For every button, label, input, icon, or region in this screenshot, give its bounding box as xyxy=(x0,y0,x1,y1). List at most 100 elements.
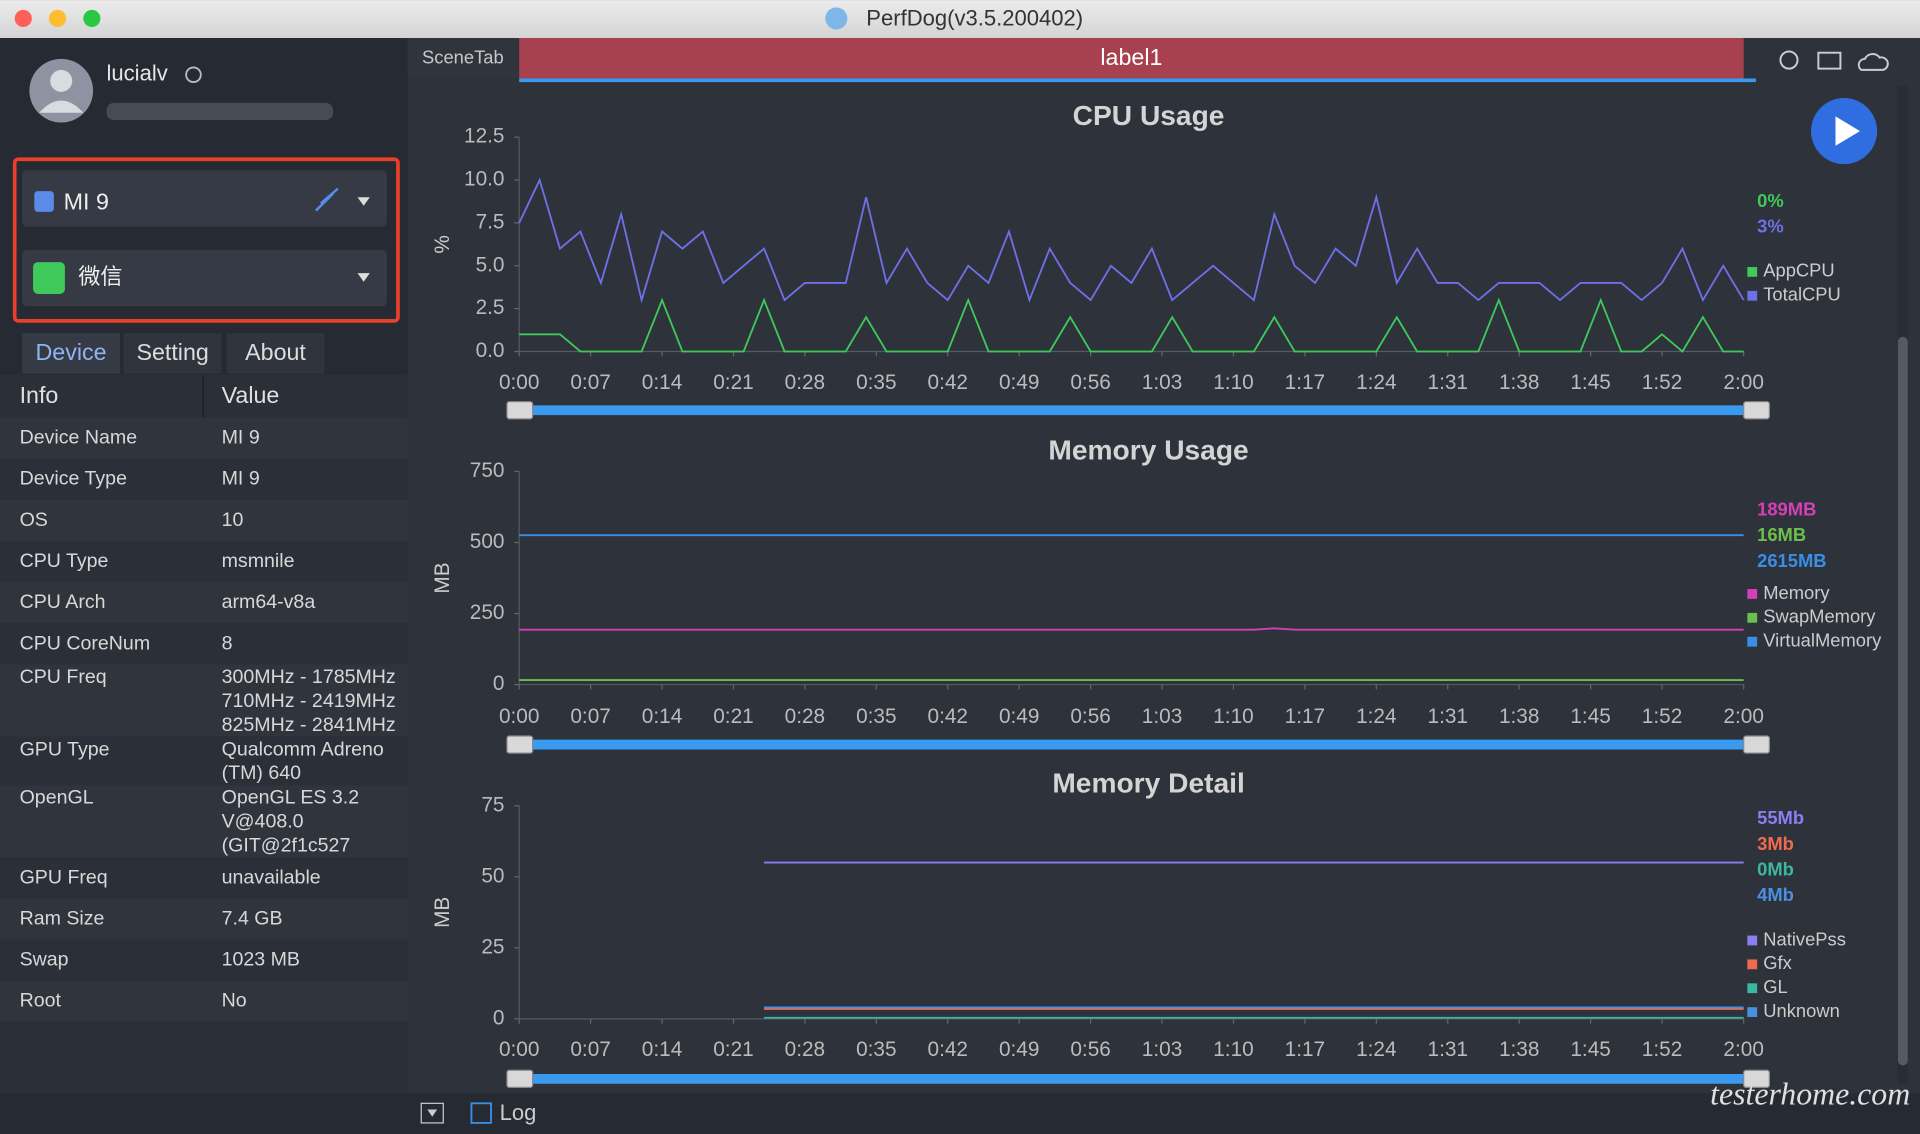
legend-swatch xyxy=(1747,983,1758,994)
row-value: V@408.0 xyxy=(222,811,304,833)
x-tick-label: 2:00 xyxy=(1723,371,1763,394)
x-tick-label: 1:24 xyxy=(1356,705,1396,728)
table-row xyxy=(0,736,408,786)
legend-swatch xyxy=(1747,612,1758,623)
link-icon[interactable] xyxy=(315,187,339,212)
x-tick-label: 1:38 xyxy=(1499,705,1539,728)
legend-label: NativePss xyxy=(1763,928,1846,949)
table-row xyxy=(0,582,408,624)
scene-tab[interactable]: SceneTab xyxy=(422,47,504,68)
scene-slider[interactable] xyxy=(519,78,1756,83)
dropdown-arrow[interactable] xyxy=(357,197,370,206)
y-axis-label: % xyxy=(431,235,454,254)
slider-handle[interactable] xyxy=(1743,401,1770,420)
table-row xyxy=(0,898,408,940)
folder-icon[interactable] xyxy=(1817,51,1842,70)
row-info: Swap xyxy=(20,949,69,971)
minimize-button[interactable] xyxy=(48,9,67,27)
row-value: arm64-v8a xyxy=(222,591,316,613)
tab[interactable] xyxy=(123,333,222,374)
row-info: OS xyxy=(20,509,48,531)
x-tick-label: 1:17 xyxy=(1285,371,1325,394)
wechat-icon xyxy=(33,262,65,294)
x-tick-label: 0:35 xyxy=(856,705,896,728)
collapse-button[interactable] xyxy=(420,1102,444,1124)
x-tick-label: 1:52 xyxy=(1642,371,1682,394)
tab-label: About xyxy=(245,339,306,365)
scene-label-bar[interactable] xyxy=(519,38,1744,79)
series-line xyxy=(518,177,1745,304)
x-tick-label: 0:49 xyxy=(999,371,1039,394)
tab[interactable] xyxy=(226,333,325,374)
series-line xyxy=(519,297,1744,353)
location-icon[interactable] xyxy=(1779,50,1799,70)
log-checkbox[interactable] xyxy=(470,1102,492,1124)
range-slider[interactable] xyxy=(526,1073,1756,1084)
row-value: 300MHz - 1785MHz xyxy=(222,666,396,688)
app-dropdown[interactable] xyxy=(22,249,387,307)
row-value: 10 xyxy=(222,509,244,531)
row-value: OpenGL ES 3.2 xyxy=(222,787,359,809)
range-slider[interactable] xyxy=(526,739,1756,750)
range-slider[interactable] xyxy=(526,405,1756,416)
row-info: GPU Type xyxy=(20,738,110,760)
x-tick-label: 1:17 xyxy=(1285,1038,1325,1061)
chart-title: Memory Detail xyxy=(1052,767,1244,798)
x-tick-label: 1:38 xyxy=(1499,1038,1539,1061)
x-tick-label: 0:56 xyxy=(1070,705,1110,728)
row-value: (TM) 640 xyxy=(222,762,302,784)
x-tick-label: 1:45 xyxy=(1570,371,1610,394)
current-value: 3% xyxy=(1757,216,1784,237)
legend-label: Gfx xyxy=(1763,952,1792,973)
collapse-arrow xyxy=(427,1109,438,1117)
x-tick-label: 0:07 xyxy=(570,1038,610,1061)
x-tick-label: 1:24 xyxy=(1356,1038,1396,1061)
tab[interactable] xyxy=(22,333,120,374)
row-value: 710MHz - 2419MHz xyxy=(222,690,396,712)
x-tick-label: 0:07 xyxy=(570,705,610,728)
slider-handle[interactable] xyxy=(1743,735,1770,754)
scene-tab-bg xyxy=(407,38,520,79)
zoom-button[interactable] xyxy=(83,9,101,27)
device-dropdown[interactable] xyxy=(22,170,387,227)
legend-swatch xyxy=(1747,959,1758,970)
avatar-body xyxy=(39,100,84,113)
x-tick-label: 1:03 xyxy=(1142,705,1182,728)
row-value: 825MHz - 2841MHz xyxy=(222,714,396,736)
x-tick-label: 1:10 xyxy=(1213,1038,1253,1061)
x-tick-label: 1:10 xyxy=(1213,371,1253,394)
close-button[interactable] xyxy=(14,9,32,27)
legend-swatch xyxy=(1747,267,1758,277)
cloud-icon[interactable] xyxy=(1857,53,1889,71)
table-header: Value xyxy=(222,382,280,408)
table-row xyxy=(0,623,408,665)
x-tick-label: 0:14 xyxy=(642,1038,682,1061)
x-tick-label: 1:17 xyxy=(1285,705,1325,728)
app-icon xyxy=(825,7,848,30)
slider-handle[interactable] xyxy=(506,401,534,420)
title-bar xyxy=(0,0,1920,39)
x-tick-label: 1:31 xyxy=(1428,705,1468,728)
scrollbar-thumb[interactable] xyxy=(1897,336,1908,1066)
bottom-bar xyxy=(407,1093,1920,1134)
dropdown-arrow[interactable] xyxy=(357,273,370,282)
slider-handle[interactable] xyxy=(506,735,534,754)
slider-handle[interactable] xyxy=(506,1069,534,1089)
row-value: MI 9 xyxy=(222,468,260,490)
legend-swatch xyxy=(1747,589,1758,599)
legend-label: AppCPU xyxy=(1763,260,1834,281)
legend-label: Memory xyxy=(1763,582,1830,603)
table-row xyxy=(0,499,408,542)
y-tick-label: 50 xyxy=(481,864,504,887)
logout-icon[interactable] xyxy=(185,66,202,84)
x-tick-label: 0:28 xyxy=(785,1038,825,1061)
row-info: CPU Arch xyxy=(20,591,106,613)
y-tick-label: 5.0 xyxy=(476,253,505,276)
row-info: CPU Type xyxy=(20,550,109,572)
y-axis-label: MB xyxy=(431,897,454,928)
x-tick-label: 0:42 xyxy=(928,1038,968,1061)
x-tick-label: 0:21 xyxy=(713,1038,753,1061)
legend-swatch xyxy=(1747,935,1758,946)
slider-handle[interactable] xyxy=(1743,1069,1770,1089)
x-tick-label: 1:31 xyxy=(1428,371,1468,394)
